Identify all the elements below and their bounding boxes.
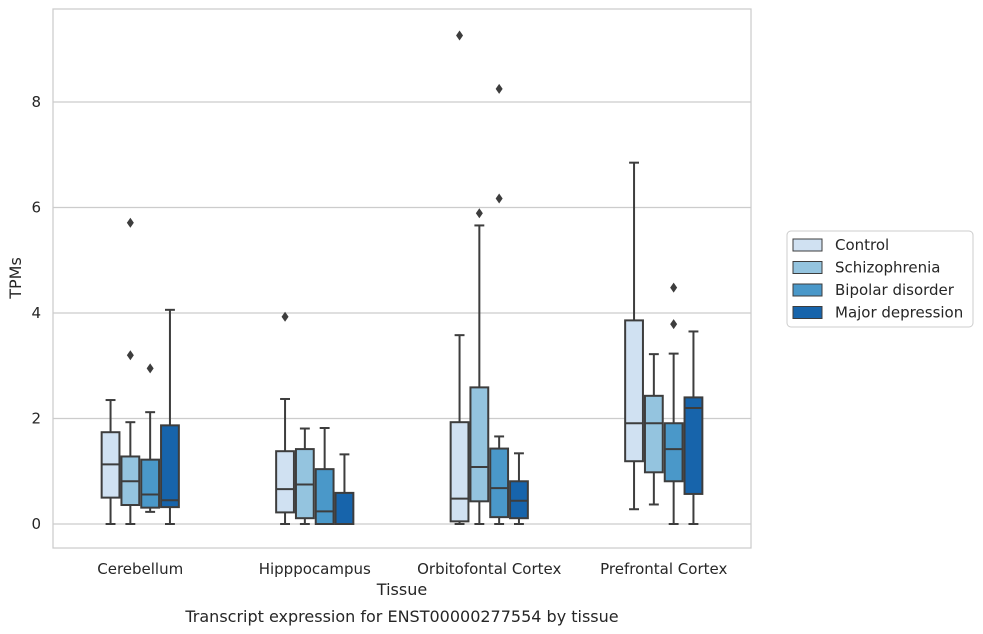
legend-label: Control: [835, 236, 889, 254]
legend-label: Major depression: [835, 304, 963, 322]
outlier-point: [495, 83, 503, 94]
box-major-depression: [160, 308, 180, 525]
iqr-box: [509, 480, 529, 520]
box-control: [624, 161, 644, 511]
legend-label: Schizophrenia: [835, 259, 940, 277]
iqr-box: [683, 396, 704, 495]
x-tick-label: Hipppocampus: [259, 560, 371, 578]
outlier-point: [126, 217, 134, 228]
box-schizophrenia: [120, 217, 141, 525]
box-major-depression: [509, 452, 529, 525]
legend-label: Bipolar disorder: [835, 281, 955, 299]
iqr-box: [489, 447, 510, 519]
x-tick-label: Orbitofontal Cortex: [417, 560, 561, 578]
box-schizophrenia: [294, 427, 315, 525]
outlier-point: [670, 282, 678, 293]
box-bipolar-disorder: [140, 363, 161, 513]
legend-swatch: [792, 238, 823, 252]
box-bipolar-disorder: [489, 83, 510, 525]
box-control: [449, 30, 470, 525]
box-schizophrenia: [469, 208, 490, 525]
legend-swatch: [792, 283, 823, 297]
box-schizophrenia: [643, 353, 664, 506]
iqr-box: [275, 450, 295, 514]
legend: Control Schizophrenia Bipolar disorder Majo…: [786, 230, 974, 328]
iqr-box: [160, 424, 180, 509]
iqr-box: [624, 319, 644, 463]
x-tick-label: Prefrontal Cortex: [600, 560, 727, 578]
outlier-point: [475, 208, 483, 219]
chart-caption: Transcript expression for ENST0000027755…: [184, 607, 618, 626]
x-tick-labels: Cerebellum Hipppocampus Orbitofontal Corte…: [97, 560, 727, 578]
x-axis-label: Tissue: [376, 580, 427, 599]
iqr-box: [314, 468, 335, 526]
legend-swatch: [792, 306, 823, 319]
y-tick-label-8: 8: [31, 93, 41, 111]
outlier-point: [495, 193, 503, 204]
plot-frame: [52, 8, 752, 549]
outlier-point: [456, 30, 464, 41]
box-bipolar-disorder: [314, 426, 335, 526]
outlier-point: [670, 319, 678, 330]
iqr-box: [469, 386, 490, 503]
iqr-box: [663, 422, 684, 483]
outlier-point: [146, 363, 154, 374]
box-major-depression: [683, 330, 704, 525]
box-control: [100, 399, 121, 525]
y-tick-labels: 0 2 4 6 8: [31, 93, 41, 533]
y-tick-label-6: 6: [31, 199, 41, 217]
y-axis-label: TPMs: [6, 257, 25, 300]
box-bipolar-disorder: [663, 282, 684, 525]
box-major-depression: [334, 453, 355, 526]
legend-swatch: [792, 261, 823, 274]
x-tick-label: Cerebellum: [97, 560, 183, 578]
iqr-box: [334, 491, 355, 526]
outlier-point: [281, 311, 289, 322]
box-groups: [100, 30, 704, 526]
iqr-box: [140, 458, 161, 509]
y-tick-label-0: 0: [31, 515, 41, 533]
legend-frame: [786, 230, 974, 328]
y-tick-label-2: 2: [31, 410, 41, 428]
y-tick-label-4: 4: [31, 304, 41, 322]
iqr-box: [643, 394, 664, 474]
box-control: [275, 311, 295, 525]
outlier-point: [126, 350, 134, 361]
iqr-box: [449, 421, 470, 523]
